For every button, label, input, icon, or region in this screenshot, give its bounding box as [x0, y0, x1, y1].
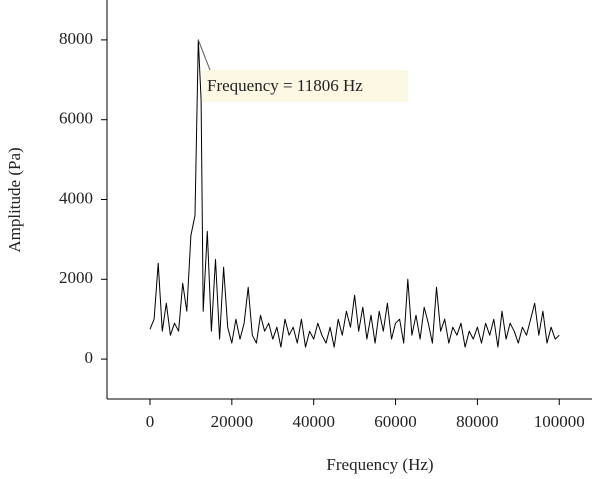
y-tick-label: 4000 — [59, 188, 93, 207]
x-tick-label: 80000 — [456, 412, 499, 431]
x-tick-label: 60000 — [374, 412, 417, 431]
y-axis-label: Amplitude (Pa) — [5, 147, 24, 252]
x-tick-label: 40000 — [292, 412, 335, 431]
y-tick-label: 0 — [85, 348, 94, 367]
annotation-leader — [197, 39, 211, 71]
x-tick-label: 0 — [146, 412, 155, 431]
x-tick-label: 100000 — [534, 412, 585, 431]
y-tick-label: 8000 — [59, 29, 93, 48]
x-tick-label: 20000 — [211, 412, 254, 431]
data-line — [149, 39, 560, 348]
y-tick-label: 6000 — [59, 109, 93, 128]
y-tick-label: 2000 — [59, 268, 93, 287]
x-axis-label: Frequency (Hz) — [326, 455, 433, 474]
annotation-box — [202, 70, 408, 102]
annotation: Frequency = 11806 Hz — [207, 76, 363, 95]
